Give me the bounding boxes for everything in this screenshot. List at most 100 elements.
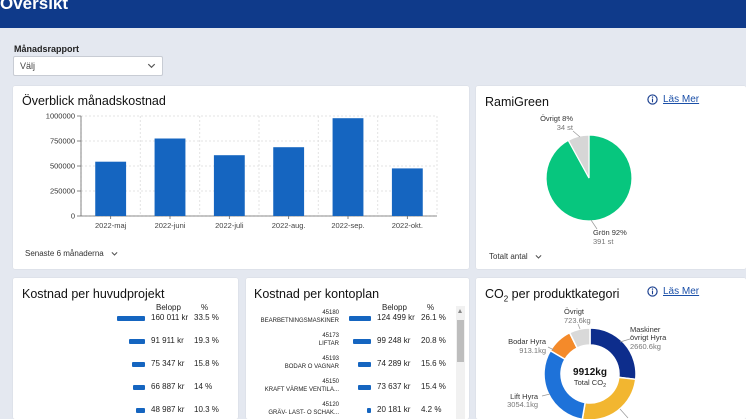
page-title: Översikt <box>0 0 69 13</box>
segment-label-sheds: Bodar Hyra <box>508 337 547 346</box>
info-icon[interactable] <box>647 286 658 297</box>
chevron-down-icon <box>535 255 542 260</box>
row-amount: 124 499 kr <box>377 313 415 322</box>
total-select[interactable]: Totalt antal <box>489 252 543 261</box>
slice-count-other: 34 st <box>557 123 574 132</box>
row-percent: 15.6 % <box>421 359 446 368</box>
read-more-link[interactable]: Läs Mer <box>663 286 700 297</box>
account-name: BEARBETNINGSMASKINER <box>260 318 339 324</box>
co2-total-label-sub: 2 <box>603 383 606 389</box>
leader-line <box>619 338 631 343</box>
row-amount: 66 887 kr <box>151 382 185 391</box>
row-amount: 73 637 kr <box>377 382 411 391</box>
table-row: 91 911 kr 19.3 % <box>13 336 238 350</box>
amount-bar <box>136 408 145 413</box>
segment-value-other: 723.6kg <box>564 316 591 325</box>
segment-label-other: Övrigt <box>564 307 585 316</box>
row-percent: 19.3 % <box>194 336 219 345</box>
co2-title: CO2 per produktkategori <box>485 287 619 304</box>
top-bar: Översikt <box>0 0 746 28</box>
amount-bar <box>353 339 371 344</box>
segment-value-machines: 2660.6kg <box>630 342 661 351</box>
amount-bar <box>117 316 145 321</box>
x-tick-label: 2022-aug. <box>272 221 306 230</box>
amount-header: Belopp <box>382 303 407 312</box>
x-tick-label: 2022-sep. <box>331 221 364 230</box>
segment-label-machines-2: övrigt Hyra <box>630 333 667 342</box>
range-select[interactable]: Senaste 6 månaderna <box>25 249 119 258</box>
co2-title-rest: per produktkategori <box>508 287 620 301</box>
row-percent: 15.4 % <box>421 382 446 391</box>
row-percent: 33.5 % <box>194 313 219 322</box>
project-cost-card: Kostnad per huvudprojekt Belopp % 160 01… <box>13 278 238 419</box>
row-percent: 20.8 % <box>421 336 446 345</box>
report-select-value: Välj <box>20 61 36 71</box>
percent-header: % <box>427 303 435 312</box>
y-tick-label: 250000 <box>50 187 75 196</box>
account-name: KRAFT VÄRME VENTILA... <box>264 387 339 393</box>
segment-value-sheds: 913.1kg <box>519 346 546 355</box>
row-amount: 91 911 kr <box>151 336 184 345</box>
info-icon[interactable] <box>647 94 658 105</box>
table-row: 75 347 kr 15.8 % <box>13 359 238 373</box>
leader-line <box>572 130 581 138</box>
x-tick-label: 2022-juli <box>215 221 244 230</box>
scroll-up-arrow-icon[interactable] <box>458 309 462 313</box>
amount-bar <box>133 385 145 390</box>
bar-2022-maj <box>95 161 127 216</box>
amount-bar <box>349 316 371 321</box>
slice-label-other: Övrigt 8% <box>540 114 573 123</box>
amount-bar <box>367 408 371 413</box>
account-code: 45173 <box>322 333 339 339</box>
pie-slice-Övrigt <box>567 134 590 179</box>
table-row: 160 011 kr 33.5 % <box>13 313 238 327</box>
row-amount: 75 347 kr <box>151 359 185 368</box>
account-cost-title: Kostnad per kontoplan <box>254 287 380 301</box>
account-code: 45180 <box>322 310 339 316</box>
account-name: GRÄV- LAST- O SCHAK... <box>268 410 339 416</box>
row-percent: 14 % <box>194 382 213 391</box>
row-amount: 20 181 kr <box>377 405 411 414</box>
bar-2022-aug. <box>273 147 305 216</box>
segment-label-lift: Lift Hyra <box>510 392 539 401</box>
y-tick-label: 750000 <box>50 137 75 146</box>
leader-line <box>547 346 555 351</box>
amount-bar <box>357 385 371 390</box>
ramigreen-card: RamiGreen Läs Mer Grön 92% 391 st Övrigt 8… <box>476 86 746 269</box>
x-tick-label: 2022-okt. <box>392 221 423 230</box>
slice-label-green: Grön 92% <box>593 228 627 237</box>
segment-label-heating: Byggvärme <box>626 417 664 419</box>
row-amount: 74 289 kr <box>377 359 411 368</box>
row-percent: 15.8 % <box>194 359 219 368</box>
amount-bar <box>128 339 145 344</box>
leader-line <box>619 408 629 419</box>
table-row: 48 987 kr 10.3 % <box>13 405 238 419</box>
amount-bar <box>357 362 371 367</box>
account-name: LIFTAR <box>318 341 339 347</box>
row-amount: 48 987 kr <box>151 405 185 414</box>
scrollbar[interactable] <box>456 306 465 419</box>
co2-total-label: Total CO2 <box>574 378 606 389</box>
bar-2022-juli <box>213 155 245 216</box>
y-tick-label: 0 <box>71 212 75 221</box>
chevron-down-icon <box>111 252 118 257</box>
account-cost-card: Kostnad per kontoplan Belopp % 45180 BEAR… <box>246 278 469 419</box>
ramigreen-pie-chart: Grön 92%391 st Övrigt 8%34 st <box>540 114 633 244</box>
amount-header: Belopp <box>156 303 181 312</box>
y-tick-label: 500000 <box>50 162 75 171</box>
leader-line <box>590 219 598 230</box>
range-select-value: Senaste 6 månaderna <box>25 249 104 258</box>
monthly-cost-title: Överblick månadskostnad <box>22 94 166 108</box>
table-row: 66 887 kr 14 % <box>13 382 238 396</box>
amount-bar <box>131 362 145 367</box>
read-more-link[interactable]: Läs Mer <box>663 94 700 105</box>
project-cost-title: Kostnad per huvudprojekt <box>22 287 165 301</box>
monthly-bar-chart: 0 250000 500000 750000 1000000 2022-maj 2022-j… <box>46 112 438 230</box>
account-code: 45193 <box>322 356 339 362</box>
scrollbar-thumb[interactable] <box>457 320 464 362</box>
co2-total-value: 9912kg <box>573 367 607 378</box>
report-select[interactable]: Välj <box>13 56 163 76</box>
monthly-cost-card: Överblick månadskostnad 0 250000 500000 750… <box>13 86 469 269</box>
account-code: 45150 <box>322 379 339 385</box>
